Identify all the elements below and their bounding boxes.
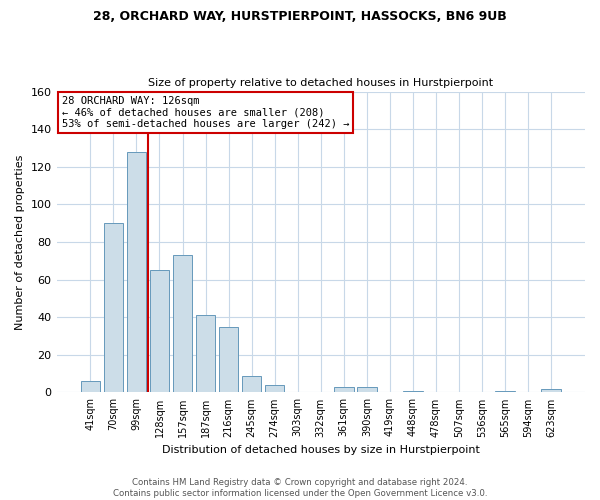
- Bar: [196, 316, 215, 392]
- Bar: [173, 255, 193, 392]
- Bar: [219, 326, 238, 392]
- Bar: [80, 381, 100, 392]
- Bar: [242, 376, 262, 392]
- Y-axis label: Number of detached properties: Number of detached properties: [15, 154, 25, 330]
- Title: Size of property relative to detached houses in Hurstpierpoint: Size of property relative to detached ho…: [148, 78, 493, 88]
- Text: 28, ORCHARD WAY, HURSTPIERPOINT, HASSOCKS, BN6 9UB: 28, ORCHARD WAY, HURSTPIERPOINT, HASSOCK…: [93, 10, 507, 23]
- X-axis label: Distribution of detached houses by size in Hurstpierpoint: Distribution of detached houses by size …: [162, 445, 480, 455]
- Bar: [127, 152, 146, 392]
- Bar: [357, 387, 377, 392]
- Bar: [403, 390, 423, 392]
- Bar: [496, 390, 515, 392]
- Bar: [334, 387, 353, 392]
- Bar: [541, 388, 561, 392]
- Bar: [149, 270, 169, 392]
- Text: Contains HM Land Registry data © Crown copyright and database right 2024.
Contai: Contains HM Land Registry data © Crown c…: [113, 478, 487, 498]
- Bar: [104, 223, 123, 392]
- Bar: [265, 385, 284, 392]
- Text: 28 ORCHARD WAY: 126sqm
← 46% of detached houses are smaller (208)
53% of semi-de: 28 ORCHARD WAY: 126sqm ← 46% of detached…: [62, 96, 349, 130]
